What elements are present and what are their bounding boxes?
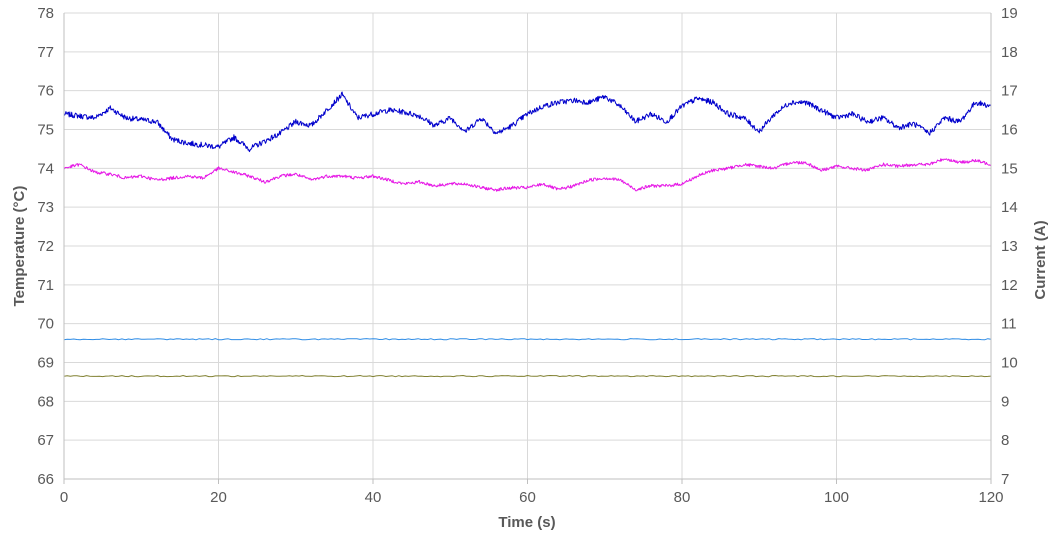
- y2-tick-label: 10: [1001, 355, 1018, 372]
- x-tick-label: 20: [210, 489, 227, 506]
- series-line-2: [63, 158, 992, 192]
- x-tick-label: 120: [978, 489, 1003, 506]
- grid: [64, 12, 992, 480]
- x-tick-label: 60: [519, 489, 536, 506]
- y-tick-label: 74: [37, 160, 54, 177]
- y-axis-title: Temperature (°C): [11, 186, 28, 307]
- y2-tick-label: 19: [1001, 5, 1018, 22]
- series-layer: [63, 91, 992, 378]
- x-tick-label: 40: [365, 489, 382, 506]
- y2-tick-label: 8: [1001, 432, 1009, 449]
- y-tick-label: 70: [37, 316, 54, 333]
- y-tick-label: 69: [37, 355, 54, 372]
- series-line-1: [63, 91, 992, 153]
- y-tick-label: 76: [37, 83, 54, 100]
- y-tick-label: 72: [37, 238, 54, 255]
- x-tick-label: 0: [60, 489, 68, 506]
- y2-tick-label: 13: [1001, 238, 1018, 255]
- x-tick-label: 100: [824, 489, 849, 506]
- series-line-3: [63, 338, 992, 341]
- y-tick-label: 66: [37, 471, 54, 488]
- y-tick-label: 71: [37, 277, 54, 294]
- y-tick-label: 78: [37, 5, 54, 22]
- y-tick-label: 68: [37, 393, 54, 410]
- y2-tick-label: 14: [1001, 199, 1018, 216]
- y-tick-label: 77: [37, 44, 54, 61]
- tick-labels: 66 7 67 8 68 9 69 10 70 11 71 12 72 13 73 14 74 15 75 16 76 1…: [37, 5, 1017, 506]
- y-tick-label: 75: [37, 122, 54, 139]
- y2-tick-label: 11: [1001, 316, 1017, 333]
- axes: [63, 13, 992, 484]
- y2-tick-label: 16: [1001, 122, 1018, 139]
- series-line-4: [63, 375, 992, 378]
- y2-tick-label: 9: [1001, 393, 1009, 410]
- y2-tick-label: 12: [1001, 277, 1018, 294]
- y2-tick-label: 18: [1001, 44, 1018, 61]
- y2-tick-label: 15: [1001, 160, 1018, 177]
- x-axis-title: Time (s): [498, 514, 555, 531]
- y-tick-label: 73: [37, 199, 54, 216]
- y2-tick-label: 17: [1001, 83, 1018, 100]
- y2-axis-title: Current (A): [1032, 220, 1049, 299]
- y2-tick-label: 7: [1001, 471, 1009, 488]
- y-tick-label: 67: [37, 432, 54, 449]
- x-tick-label: 80: [674, 489, 691, 506]
